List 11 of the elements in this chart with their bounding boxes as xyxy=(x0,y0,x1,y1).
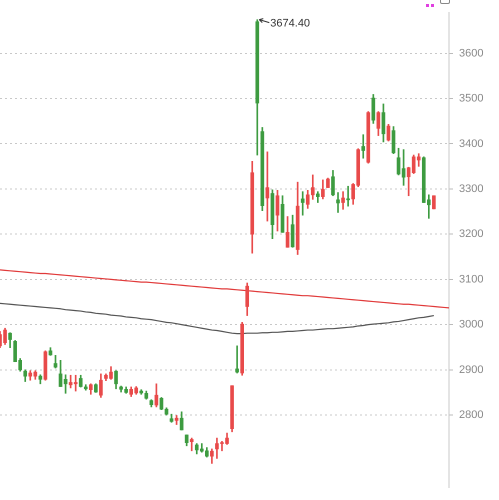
y-tick-label: 3000 xyxy=(459,318,484,331)
y-tick-label: 3300 xyxy=(459,182,484,195)
y-tick-label: 3500 xyxy=(459,92,484,105)
y-tick-label: 2800 xyxy=(459,409,484,422)
y-tick-label: 3200 xyxy=(459,228,484,240)
annotation: 3674.40 xyxy=(270,18,310,30)
candlestick xyxy=(336,192,340,213)
y-tick-label: 3100 xyxy=(459,273,484,286)
y-tick-label: 3400 xyxy=(459,138,484,150)
y-tick-label: 3600 xyxy=(459,47,484,60)
y-tick-label: 2900 xyxy=(459,364,484,376)
